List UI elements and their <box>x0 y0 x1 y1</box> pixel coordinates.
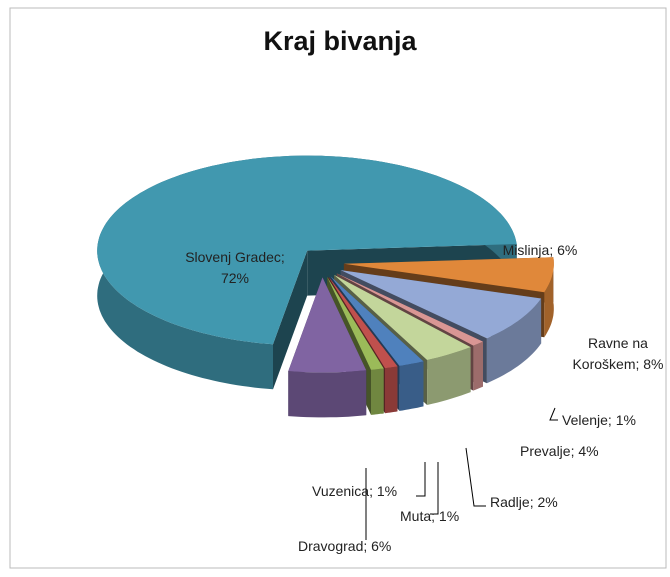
data-label-line: Koroškem; 8% <box>572 356 663 372</box>
slice-cut-face <box>273 250 308 390</box>
slice-side <box>371 368 384 415</box>
data-label-line: Mislinja; 6% <box>503 242 578 258</box>
slice-side <box>473 341 483 391</box>
data-label: Muta; 1% <box>400 508 459 524</box>
leader-line <box>465 447 486 507</box>
leader-line <box>416 462 426 497</box>
data-label-line: 72% <box>221 270 249 286</box>
slice-side <box>399 361 424 411</box>
data-label: Ravne na Koroškem; 8% <box>572 335 663 372</box>
slice <box>288 277 367 373</box>
data-label: Mislinja; 6% <box>503 242 578 258</box>
data-label: Radlje; 2% <box>490 494 558 510</box>
data-label: Velenje; 1% <box>562 412 636 428</box>
slice <box>330 276 424 366</box>
data-label-line: Muta; 1% <box>400 508 459 524</box>
slice-side <box>427 347 471 405</box>
leader-line <box>430 462 439 515</box>
data-label-line: Vuzenica; 1% <box>312 483 397 499</box>
data-label-line: Slovenj Gradec; <box>185 249 285 265</box>
slice <box>328 276 398 369</box>
chart-title: Kraj bivanja <box>263 26 417 56</box>
data-label-line: Velenje; 1% <box>562 412 636 428</box>
slice-side <box>544 257 554 338</box>
pie <box>97 155 554 418</box>
slice <box>336 273 483 346</box>
data-label: Prevalje; 4% <box>520 443 599 459</box>
data-label-line: Prevalje; 4% <box>520 443 599 459</box>
data-label: Dravograd; 6% <box>298 538 391 554</box>
slice <box>343 257 554 293</box>
slice <box>334 274 471 360</box>
leader-line <box>549 407 558 421</box>
data-label-line: Dravograd; 6% <box>298 538 391 554</box>
slice-side <box>288 370 367 418</box>
slice <box>327 277 384 370</box>
slice <box>340 270 542 339</box>
slice-side <box>385 366 398 414</box>
data-labels: Mislinja; 6% Ravne na Koroškem; 8% Velenje;… <box>185 242 663 554</box>
slice <box>97 155 517 345</box>
data-label-line: Ravne na <box>588 335 648 351</box>
data-label: Slovenj Gradec; 72% <box>185 249 285 286</box>
data-label: Vuzenica; 1% <box>312 483 397 499</box>
slice-side <box>486 298 542 384</box>
data-label-line: Radlje; 2% <box>490 494 558 510</box>
